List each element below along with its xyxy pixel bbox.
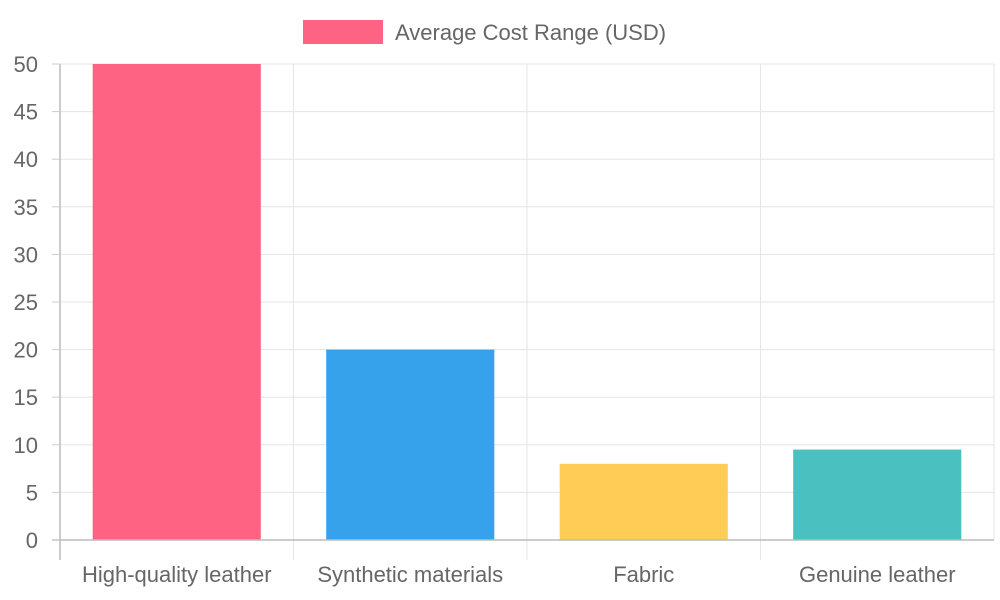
y-tick-label: 0 bbox=[26, 528, 38, 553]
axes bbox=[52, 64, 994, 560]
y-axis-ticks: 0 5 10 15 20 25 30 35 40 45 50 bbox=[14, 52, 60, 553]
bars bbox=[92, 64, 962, 540]
x-tick-label: Synthetic materials bbox=[317, 562, 503, 587]
legend-label: Average Cost Range (USD) bbox=[395, 20, 666, 45]
bar-fabric[interactable] bbox=[559, 463, 728, 540]
bar-high-quality-leather[interactable] bbox=[92, 64, 261, 540]
bar-genuine-leather[interactable] bbox=[793, 449, 962, 540]
y-tick-label: 45 bbox=[14, 100, 38, 125]
x-tick-label: Fabric bbox=[613, 562, 674, 587]
y-tick-label: 35 bbox=[14, 195, 38, 220]
y-tick-label: 5 bbox=[26, 480, 38, 505]
bar-synthetic-materials[interactable] bbox=[326, 349, 495, 540]
legend-swatch bbox=[303, 20, 383, 44]
legend[interactable]: Average Cost Range (USD) bbox=[303, 20, 666, 45]
y-tick-label: 10 bbox=[14, 433, 38, 458]
x-tick-label: Genuine leather bbox=[799, 562, 956, 587]
y-tick-label: 40 bbox=[14, 147, 38, 172]
y-tick-label: 15 bbox=[14, 385, 38, 410]
y-tick-label: 25 bbox=[14, 290, 38, 315]
y-tick-label: 50 bbox=[14, 52, 38, 77]
y-tick-label: 20 bbox=[14, 338, 38, 363]
x-axis-ticks: High-quality leather Synthetic materials F… bbox=[82, 562, 956, 587]
x-tick-label: High-quality leather bbox=[82, 562, 272, 587]
y-tick-label: 30 bbox=[14, 242, 38, 267]
